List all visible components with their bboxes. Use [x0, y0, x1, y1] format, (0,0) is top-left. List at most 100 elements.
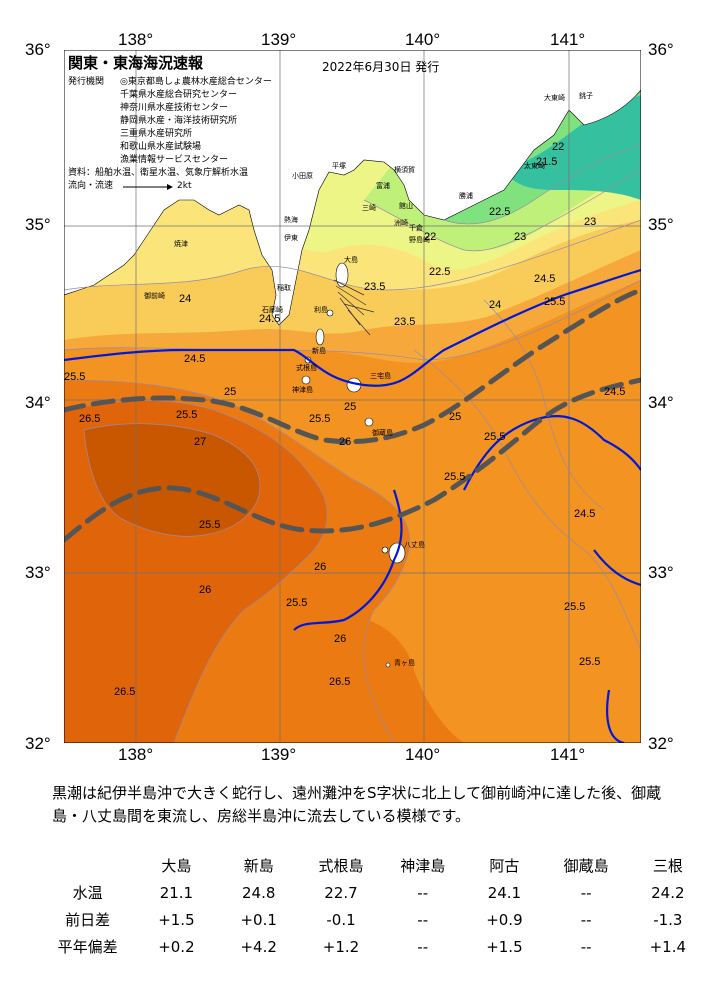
table-row: 水温 21.1 24.8 22.7 -- 24.1 -- 24.2: [40, 879, 709, 906]
kuroshio-axis: [64, 287, 641, 543]
label-215: 21.5: [536, 156, 557, 168]
place-misaki: 三崎: [362, 203, 376, 212]
place-choshi: 銚子: [579, 91, 593, 100]
place-tateyama: 館山: [399, 201, 413, 210]
cell: 24.8: [242, 883, 276, 902]
island-hachijo-kojima: [381, 546, 389, 554]
lat-label-35-right: 35°: [648, 215, 674, 234]
info-panel: 関東・東海海況速報 発行機関 ◎東京都島しょ農林水産総合センター 千葉県水産総合…: [68, 54, 272, 193]
kuroshio-edge: [64, 268, 641, 743]
label-265-a: 26.5: [79, 413, 100, 425]
description: 黒潮は紀伊半島沖で大きく蛇行し、遠州灘沖をS字状に北上して御前崎沖に達した後、御…: [52, 784, 662, 825]
zone-26-south: [314, 610, 464, 743]
place-niijima: 新島: [312, 346, 326, 355]
island-kozu: [301, 375, 311, 385]
lat-label-32-left: 32°: [25, 734, 51, 753]
cell: 22.7: [324, 883, 358, 902]
place-chikura: 千倉: [409, 223, 423, 232]
lat-label-35-left: 35°: [25, 215, 51, 234]
lon-label-141-top: 141°: [550, 30, 586, 49]
lat-label-36-right: 36°: [648, 40, 674, 59]
place-omaezaki: 御前崎: [144, 291, 165, 300]
table-row: 平年偏差 +0.2 +4.2 +1.2 -- +1.5 -- +1.4: [40, 933, 709, 960]
cell: --: [417, 883, 429, 902]
place-oshima: 大島: [344, 255, 358, 264]
label-245-d: 24.5: [604, 386, 625, 398]
published-date: 2022年6月30日 発行: [322, 60, 440, 74]
place-inatori: 稲取: [277, 283, 291, 292]
current-scale: 2kt: [177, 181, 192, 191]
cell: +0.9: [486, 910, 523, 929]
label-23-a: 23: [514, 231, 526, 243]
island-toshima: [326, 309, 334, 317]
zone-21: [504, 95, 641, 200]
cell: +1.4: [649, 937, 687, 956]
place-mikura: 御蔵島: [372, 428, 393, 437]
cell: +0.2: [158, 937, 195, 956]
lat-label-34-right: 34°: [648, 393, 674, 412]
map-title: 関東・東海海況速報: [68, 54, 204, 72]
place-labels: 大島 新島 式根島 神津島 三宅島 御蔵島 八丈島 利島 青ヶ島 銚子 大東崎 …: [144, 91, 593, 667]
place-aogashima: 青ヶ島: [394, 658, 415, 667]
col-header-5: 御蔵島: [563, 857, 609, 875]
cell: +1.2: [322, 937, 360, 956]
place-katsuura: 勝浦: [459, 191, 473, 200]
label-255-e: 25.5: [544, 296, 565, 308]
cell: --: [580, 937, 592, 956]
place-daitozaki: 大東崎: [544, 93, 565, 102]
place-ito: 伊東: [284, 233, 298, 242]
label-235-a: 23.5: [364, 281, 385, 293]
lon-label-141-bottom: 141°: [550, 745, 586, 764]
isotherm-lines: [64, 144, 641, 743]
cell: --: [580, 883, 592, 902]
issuer-list: ◎東京都島しょ農林水産総合センター 千葉県水産総合研究センター 神奈川県水産技術…: [120, 76, 272, 167]
col-header-1: 新島: [243, 857, 274, 875]
cell: 24.1: [487, 883, 522, 902]
label-26-c: 26: [199, 584, 211, 596]
place-yokosuka: 横須賀: [394, 165, 415, 174]
label-255-j: 25.5: [579, 656, 600, 668]
lat-label-34-left: 34°: [25, 393, 51, 412]
label-22-b: 22: [424, 231, 436, 243]
label-255-b: 25.5: [176, 409, 197, 421]
lon-label-138-top: 138°: [118, 30, 154, 49]
issuer-3: 静岡県水産・海洋技術研究所: [120, 116, 238, 126]
island-niijima: [315, 328, 325, 346]
issuer-label: 発行機関: [68, 77, 105, 87]
table-row: 前日差 +1.5 +0.1 -0.1 -- +0.9 -- -1.3: [40, 906, 709, 933]
island-oshima: [335, 262, 349, 288]
row-label-1: 前日差: [65, 911, 111, 929]
contour-labels: 21.5 22 22 22.5 22.5 23 23 23.5 23.5 24 …: [64, 141, 625, 698]
observation-table: 大島 新島 式根島 神津島 阿古 御蔵島 三根 水温 21.1 24.8 22.…: [40, 852, 709, 960]
issuer-1: 千葉県水産総合研究センター: [120, 90, 238, 100]
table-header-row: 大島 新島 式根島 神津島 阿古 御蔵島 三根: [40, 852, 709, 879]
label-255-c: 25.5: [309, 413, 330, 425]
place-tomiura: 富浦: [376, 181, 390, 190]
label-245-a: 24.5: [259, 313, 280, 325]
label-225-a: 22.5: [489, 206, 510, 218]
place-shikine: 式根島: [296, 363, 317, 372]
label-265-c: 26.5: [114, 686, 135, 698]
cell: -0.1: [326, 910, 356, 929]
label-25-a: 25: [224, 386, 236, 398]
issuer-0: ◎東京都島しょ農林水産総合センター: [120, 77, 272, 87]
label-255-h: 25.5: [564, 601, 585, 613]
current-scale-arrow-icon: [123, 183, 174, 190]
island-mikura: [364, 417, 374, 427]
island-aogashima: [385, 662, 391, 668]
cell: +4.2: [240, 937, 277, 956]
col-header-2: 式根島: [318, 857, 364, 875]
label-255-f: 25.5: [199, 519, 220, 531]
cell: --: [417, 937, 429, 956]
place-irozaki: 石廊崎: [262, 305, 283, 314]
lon-label-138-bottom: 138°: [118, 745, 154, 764]
place-odawara: 小田原: [292, 171, 313, 180]
sources: 資料：船舶水温、衛星水温、気象庁解析水温: [68, 168, 249, 178]
label-25-b: 25: [344, 401, 356, 413]
label-22-a: 22: [552, 141, 564, 153]
place-hiratsuka: 平塚: [332, 161, 346, 170]
label-255-g: 25.5: [286, 597, 307, 609]
current-label: 流向・流速: [68, 181, 114, 191]
zone-27: [84, 423, 260, 537]
label-24-a: 24: [179, 293, 191, 305]
